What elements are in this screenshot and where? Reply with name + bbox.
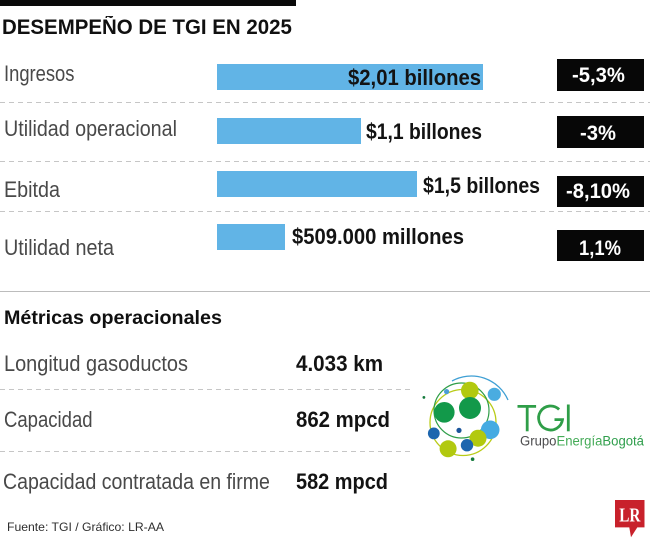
svg-text:GrupoEnergíaBogotá: GrupoEnergíaBogotá	[520, 434, 644, 449]
svg-text:LR: LR	[619, 504, 641, 526]
